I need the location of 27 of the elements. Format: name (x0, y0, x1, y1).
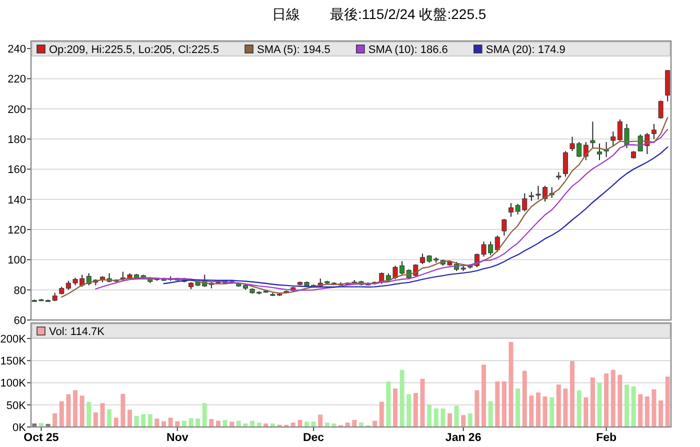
legend-label: Vol: 114.7K (49, 326, 106, 338)
x-tick-label: Nov (166, 432, 189, 444)
y-tick-label: 220 (8, 74, 26, 86)
legend-label: SMA (10): 186.6 (368, 44, 448, 56)
y-tick-label: 150K (0, 356, 27, 368)
y-tick-label: 100 (8, 254, 26, 267)
y-tick-label: 160 (8, 164, 26, 176)
x-tick-label: Dec (303, 432, 325, 444)
legend-label: Op:209, Hi:225.5, Lo:205, Cl:225.5 (49, 44, 220, 56)
x-tick-label: Feb (596, 432, 617, 444)
chart-title: 日線 (272, 6, 300, 22)
y-tick-label: 140 (8, 194, 26, 206)
y-tick-label: 100K (0, 378, 27, 390)
y-tick-label: 120 (8, 224, 26, 237)
legend-label: SMA (5): 194.5 (257, 44, 330, 56)
y-tick-label: 200K (0, 333, 27, 346)
y-tick-label: 0K (12, 422, 27, 434)
y-tick-label: 180 (8, 134, 26, 146)
y-tick-label: 80 (14, 284, 26, 297)
x-tick-label: Oct 25 (24, 432, 60, 444)
y-tick-label: 60 (14, 315, 26, 327)
y-tick-label: 50K (6, 400, 27, 412)
y-tick-label: 240 (8, 44, 26, 56)
y-tick-label: 200 (8, 104, 26, 116)
legend-label: SMA (20): 174.9 (486, 44, 566, 56)
chart-subtitle: 最後:115/2/24 收盤:225.5 (330, 6, 486, 22)
x-tick-label: Jan 26 (445, 432, 482, 444)
